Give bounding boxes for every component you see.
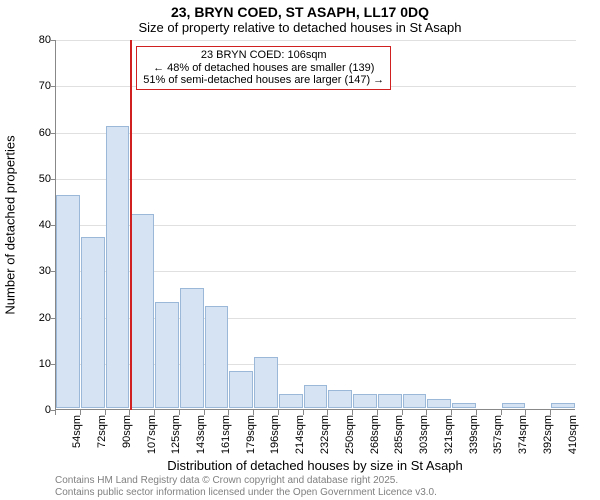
reference-line — [130, 40, 132, 410]
page-subtitle: Size of property relative to detached ho… — [0, 20, 600, 37]
histogram-bar — [229, 371, 253, 408]
y-tick-label: 70 — [26, 80, 51, 92]
x-tick-label: 107sqm — [146, 415, 158, 454]
x-tick-label: 196sqm — [269, 415, 281, 454]
x-tick-label: 179sqm — [245, 415, 257, 454]
x-tick-label: 268sqm — [369, 415, 381, 454]
page-title: 23, BRYN COED, ST ASAPH, LL17 0DQ — [0, 0, 600, 20]
histogram-bar — [353, 394, 377, 408]
x-tick — [550, 410, 551, 415]
histogram-bar — [254, 357, 278, 408]
attribution-footer: Contains HM Land Registry data © Crown c… — [55, 475, 437, 498]
histogram-bar — [279, 394, 303, 408]
x-tick-label: 392sqm — [542, 415, 554, 454]
chart-container: 0102030405060708023 BRYN COED: 106sqm← 4… — [55, 40, 575, 410]
x-tick — [154, 410, 155, 415]
histogram-bar — [81, 237, 105, 408]
annotation-line: 51% of semi-detached houses are larger (… — [143, 74, 384, 87]
x-tick-label: 357sqm — [492, 415, 504, 454]
histogram-bar — [551, 403, 575, 408]
plot-area: 0102030405060708023 BRYN COED: 106sqm← 4… — [55, 40, 575, 410]
y-tick-label: 10 — [26, 358, 51, 370]
x-tick — [55, 410, 56, 415]
x-tick — [179, 410, 180, 415]
y-tick-label: 40 — [26, 219, 51, 231]
gridline — [56, 179, 576, 180]
x-tick — [253, 410, 254, 415]
x-tick-label: 410sqm — [567, 415, 579, 454]
y-tick-label: 60 — [26, 127, 51, 139]
x-tick-label: 303sqm — [418, 415, 430, 454]
x-tick-label: 125sqm — [170, 415, 182, 454]
x-tick — [303, 410, 304, 415]
histogram-bar — [205, 306, 229, 408]
gridline — [56, 133, 576, 134]
histogram-bar — [106, 126, 130, 408]
x-tick — [501, 410, 502, 415]
annotation-line: ← 48% of detached houses are smaller (13… — [143, 62, 384, 75]
x-tick — [426, 410, 427, 415]
histogram-bar — [427, 399, 451, 408]
x-tick — [402, 410, 403, 415]
gridline — [56, 40, 576, 41]
x-tick-label: 72sqm — [96, 415, 108, 448]
x-tick-label: 250sqm — [344, 415, 356, 454]
x-tick — [476, 410, 477, 415]
x-tick — [525, 410, 526, 415]
x-tick — [278, 410, 279, 415]
histogram-bar — [452, 403, 476, 408]
x-tick — [451, 410, 452, 415]
x-tick-label: 143sqm — [195, 415, 207, 454]
x-tick — [204, 410, 205, 415]
x-tick — [105, 410, 106, 415]
y-tick-label: 30 — [26, 265, 51, 277]
x-tick-label: 285sqm — [393, 415, 405, 454]
x-tick-label: 54sqm — [71, 415, 83, 448]
x-tick — [377, 410, 378, 415]
x-tick-label: 374sqm — [517, 415, 529, 454]
y-tick-label: 0 — [26, 404, 51, 416]
footer-line: Contains public sector information licen… — [55, 487, 437, 499]
histogram-bar — [328, 390, 352, 409]
x-tick — [80, 410, 81, 415]
y-tick-label: 20 — [26, 312, 51, 324]
x-tick — [352, 410, 353, 415]
x-tick — [129, 410, 130, 415]
x-tick — [228, 410, 229, 415]
x-tick-label: 161sqm — [220, 415, 232, 454]
y-tick-label: 80 — [26, 34, 51, 46]
x-axis-label: Distribution of detached houses by size … — [55, 458, 575, 473]
histogram-bar — [155, 302, 179, 408]
annotation-line: 23 BRYN COED: 106sqm — [143, 49, 384, 62]
x-tick-label: 232sqm — [319, 415, 331, 454]
y-axis-label: Number of detached properties — [3, 135, 18, 314]
x-tick-label: 90sqm — [121, 415, 133, 448]
histogram-bar — [403, 394, 427, 408]
histogram-bar — [130, 214, 154, 408]
x-tick-label: 321sqm — [443, 415, 455, 454]
histogram-bar — [378, 394, 402, 408]
histogram-bar — [56, 195, 80, 408]
histogram-bar — [502, 403, 526, 408]
histogram-bar — [304, 385, 328, 408]
x-tick — [327, 410, 328, 415]
y-tick-label: 50 — [26, 173, 51, 185]
histogram-bar — [180, 288, 204, 408]
footer-line: Contains HM Land Registry data © Crown c… — [55, 475, 437, 487]
x-tick-label: 214sqm — [294, 415, 306, 454]
x-tick-label: 339sqm — [468, 415, 480, 454]
annotation-box: 23 BRYN COED: 106sqm← 48% of detached ho… — [136, 46, 391, 90]
